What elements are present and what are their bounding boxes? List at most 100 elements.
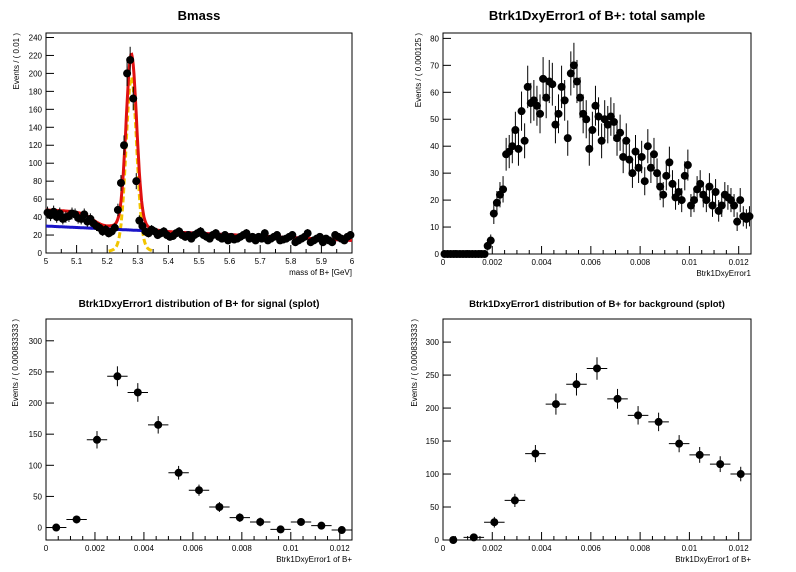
data-point [597,123,606,159]
y-tick-label: 300 [426,338,440,347]
data-marker [736,470,745,479]
data-point [311,521,332,530]
data-marker [123,69,132,78]
data-marker [665,158,674,167]
data-marker [563,134,572,143]
chart-title: Btrk1DxyError1 distribution of B+ for si… [79,299,320,310]
data-point [585,132,594,166]
x-axis-label: Btrk1DxyError1 of B+ [675,555,751,564]
y-axis-label: Events / ( 0.000833333 ) [410,319,419,407]
data-point [649,137,658,171]
data-point [504,493,526,508]
data-point [545,393,567,415]
data-point [499,176,508,203]
data-marker [560,96,569,105]
data-marker [680,171,689,180]
data-point [517,91,526,131]
data-marker [126,55,135,64]
data-marker [551,120,560,129]
panel-2: Btrk1DxyError1 of B+: total sample 0 0.002… [414,8,754,278]
data-marker [346,231,355,240]
y-tick-label: 50 [430,503,439,512]
data-marker [654,417,663,426]
data-marker [569,61,578,70]
plot-frame [442,318,752,541]
data-marker [116,178,125,187]
data-marker [129,94,138,103]
data-point [659,182,668,208]
data-point [705,173,714,201]
data-marker [113,205,122,214]
data-point [625,143,634,176]
data-point [554,94,563,134]
data-point [107,366,128,387]
data-point [113,203,122,217]
data-point [648,412,669,432]
data-marker [260,229,269,238]
data-point [328,238,337,247]
data-point [290,517,312,526]
data-point [489,203,498,225]
x-tick-label: 0.004 [134,544,155,553]
data-marker [489,209,498,218]
data-marker [328,238,337,247]
data-marker [511,126,520,135]
data-marker [72,515,81,524]
data-point [520,123,529,159]
data-point [588,111,597,149]
data-point [168,465,189,480]
x-tick-label: 0.008 [232,544,253,553]
data-marker [572,380,581,389]
data-marker [256,517,265,526]
data-point [188,484,210,496]
data-marker [634,163,643,172]
data-marker [80,210,89,219]
data-point [566,373,587,396]
data-point [484,516,505,528]
data-point [582,100,591,139]
x-tick-label: 5.8 [285,257,297,266]
data-marker [711,188,720,197]
data-point [260,229,269,238]
data-point [668,170,677,198]
data-point [646,152,655,184]
data-point [711,179,720,205]
data-point [637,140,646,174]
data-point [346,231,355,240]
data-point [683,149,692,181]
data-marker [288,231,297,240]
y-tick-label: 0 [38,249,43,258]
y-tick-label: 50 [33,492,42,501]
data-marker [195,486,203,495]
data-marker [637,152,646,161]
data-point [662,161,671,191]
data-marker [733,217,742,226]
data-point [628,158,637,188]
data-point [270,525,291,534]
data-marker [510,496,519,505]
data-point [627,406,649,425]
y-tick-label: 80 [33,177,42,186]
data-marker [337,526,346,535]
x-tick-label: 0.004 [532,544,553,553]
data-marker [640,177,649,186]
data-point [736,188,745,213]
data-point [132,173,141,190]
data-point [532,85,541,126]
x-tick-label: 0.012 [729,544,750,553]
data-marker [154,420,163,429]
data-point [548,62,557,106]
y-tick-label: 0 [435,536,440,545]
data-point [708,194,717,217]
plot-frame [442,32,752,255]
data-point [525,445,546,463]
data-marker [92,435,101,444]
data-marker [480,250,489,258]
x-tick-label: 0.01 [283,544,299,553]
data-point [745,206,754,227]
data-marker [469,533,478,542]
data-point [653,158,662,188]
y-tick-label: 100 [29,461,43,470]
panel-3: Btrk1DxyError1 distribution of B+ for si… [11,299,353,564]
